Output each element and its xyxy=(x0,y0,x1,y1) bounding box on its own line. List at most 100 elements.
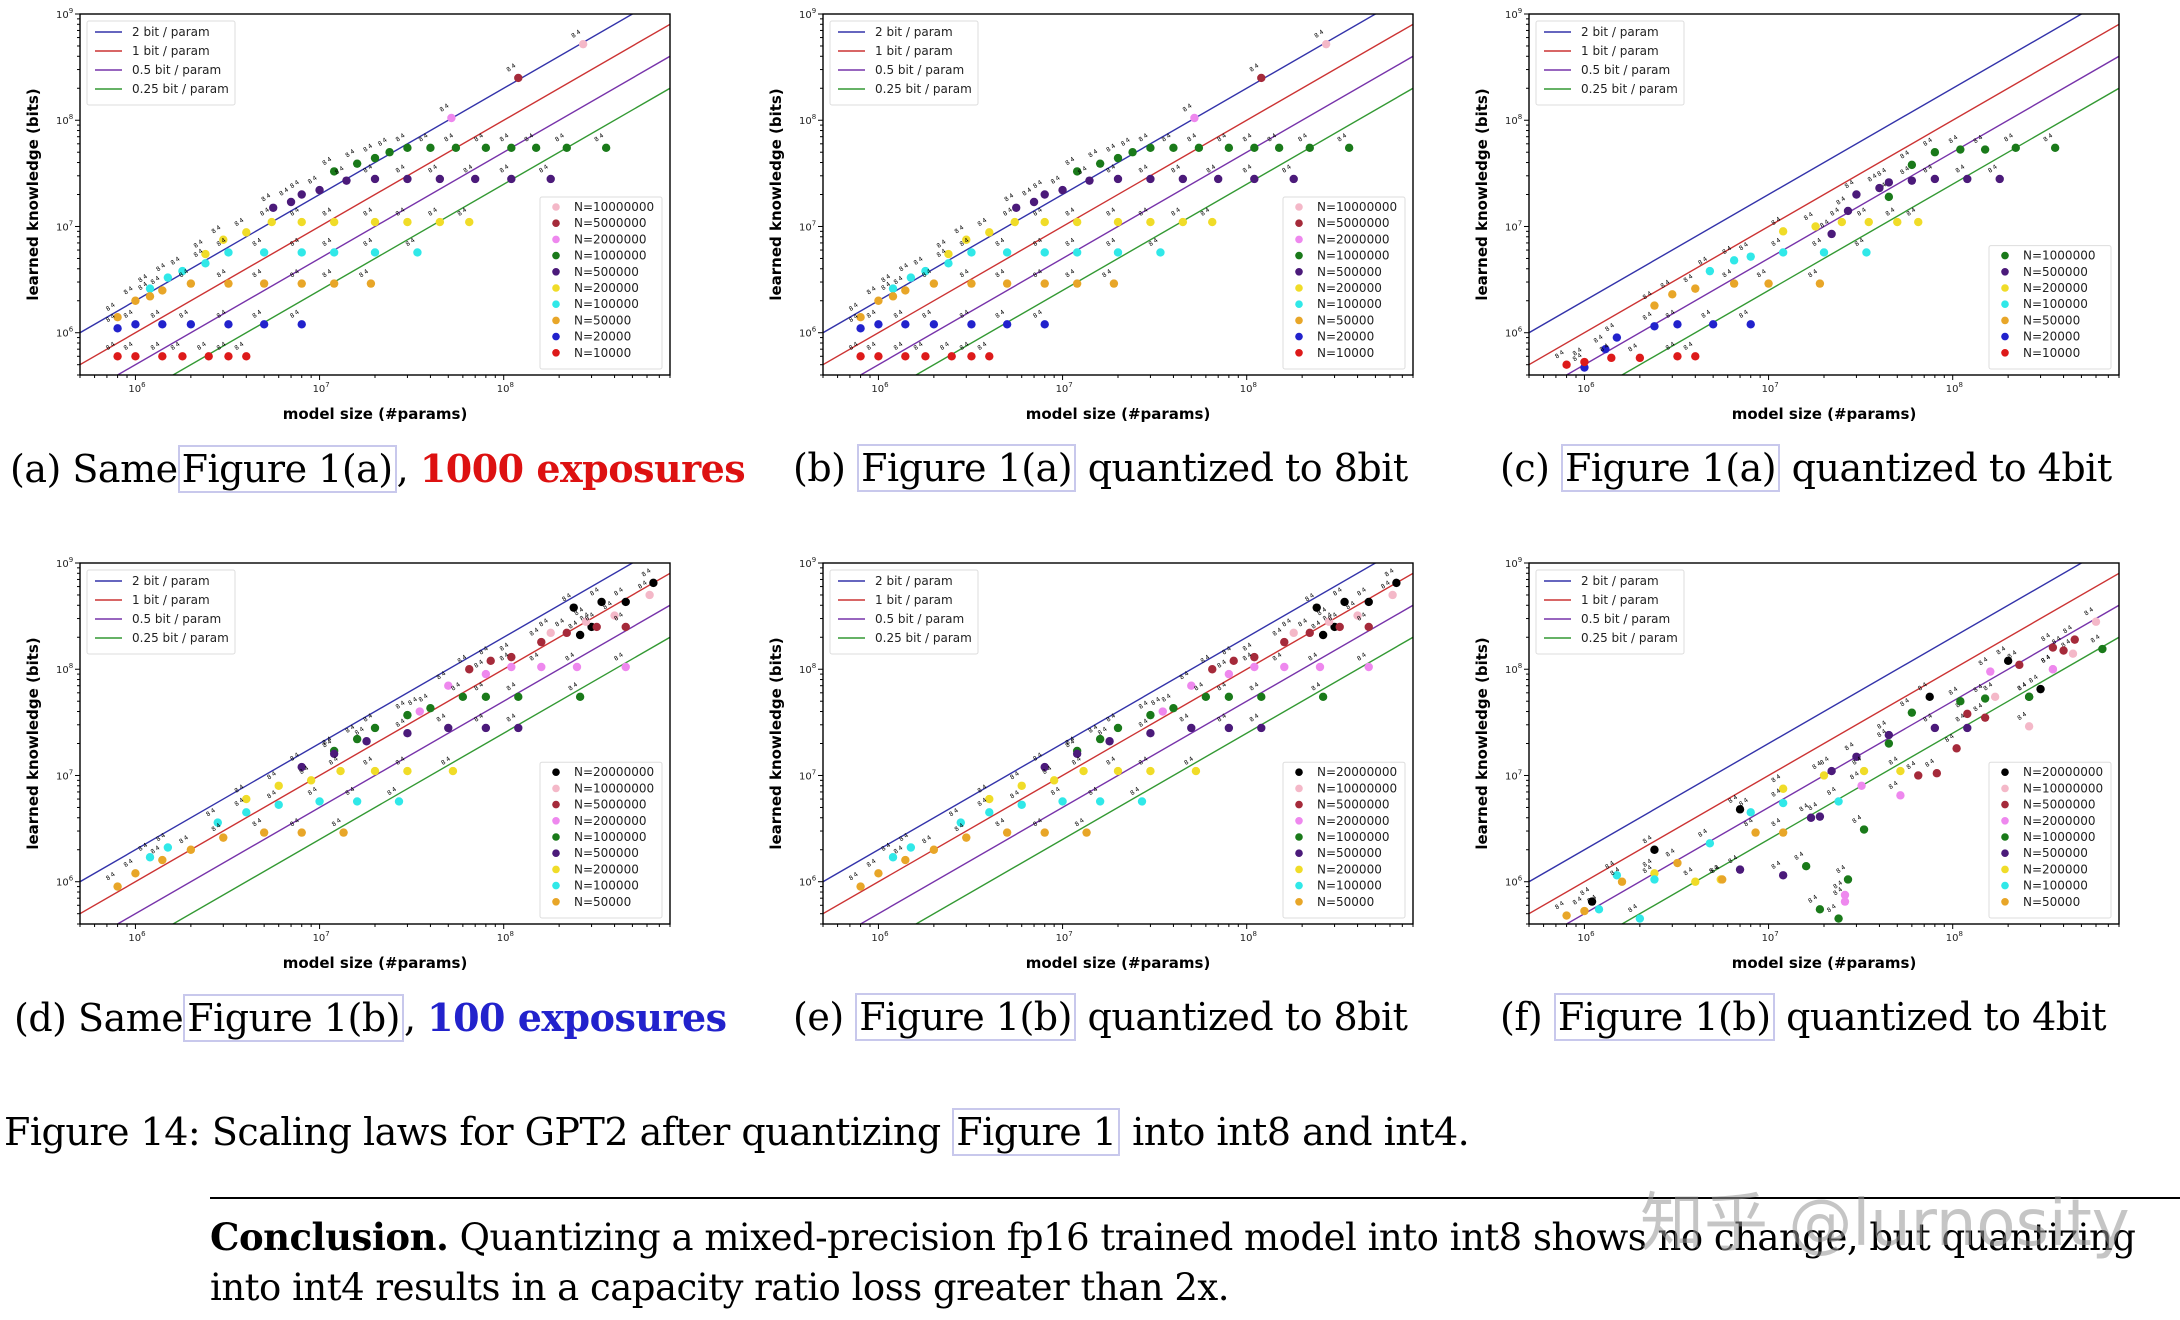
data-point xyxy=(1321,39,1331,49)
series-legend: N=20000000 N=10000000 N=5000000 N=2000000 N=… xyxy=(1282,761,1406,919)
data-point xyxy=(403,174,412,184)
svg-text:8 4: 8 4 xyxy=(2040,654,2052,665)
svg-text:8 4: 8 4 xyxy=(1856,206,1868,217)
svg-text:8 4: 8 4 xyxy=(1150,696,1162,707)
svg-text:8 4: 8 4 xyxy=(1087,723,1099,734)
svg-text:8 4: 8 4 xyxy=(1888,780,1900,791)
data-point xyxy=(131,296,140,305)
data-point xyxy=(1819,248,1829,257)
svg-text:N=500000: N=500000 xyxy=(1317,846,1382,860)
svg-text:8 4: 8 4 xyxy=(953,822,965,833)
svg-text:8 4: 8 4 xyxy=(105,871,117,882)
figure-ref-link[interactable]: Figure 1 xyxy=(952,1108,1121,1156)
svg-text:8 4: 8 4 xyxy=(1322,611,1334,622)
svg-text:8 4: 8 4 xyxy=(1609,866,1621,877)
svg-text:N=100000: N=100000 xyxy=(1317,879,1382,893)
svg-text:8 4: 8 4 xyxy=(1642,864,1654,875)
data-point xyxy=(1095,734,1105,744)
svg-text:N=200000: N=200000 xyxy=(1317,281,1382,295)
svg-text:8 4: 8 4 xyxy=(1844,179,1856,190)
data-point xyxy=(874,296,883,305)
y-tick-label: 109 xyxy=(56,7,73,21)
svg-text:N=1000000: N=1000000 xyxy=(574,249,646,263)
figure-ref-link[interactable]: Figure 1(a) xyxy=(177,445,397,493)
svg-text:8 4: 8 4 xyxy=(880,842,892,853)
svg-text:8 4: 8 4 xyxy=(848,341,860,352)
svg-text:8 4: 8 4 xyxy=(443,132,455,143)
data-point xyxy=(888,853,898,862)
data-point xyxy=(621,622,630,632)
data-point xyxy=(224,352,233,361)
data-point xyxy=(507,662,516,672)
data-point xyxy=(1963,723,1972,733)
svg-text:8 4: 8 4 xyxy=(395,755,407,766)
figure-ref-link[interactable]: Figure 1(b) xyxy=(855,993,1076,1041)
svg-text:8 4: 8 4 xyxy=(321,268,333,279)
y-tick-label: 106 xyxy=(56,875,74,889)
data-point xyxy=(470,174,480,184)
data-point xyxy=(1169,703,1178,713)
svg-text:8 4: 8 4 xyxy=(1216,132,1228,143)
exposures-highlight: 100 exposures xyxy=(427,995,727,1040)
svg-text:8 4: 8 4 xyxy=(1336,132,1348,143)
data-point xyxy=(1896,791,1905,800)
svg-text:8 4: 8 4 xyxy=(123,341,135,352)
data-point xyxy=(224,248,233,257)
svg-text:8 4: 8 4 xyxy=(386,786,398,797)
x-tick-label: 108 xyxy=(1240,381,1257,395)
x-tick-label: 106 xyxy=(871,930,889,944)
data-point xyxy=(163,273,173,282)
data-point xyxy=(297,320,306,329)
reference-line xyxy=(116,55,670,375)
scatter-plot: 8 48 48 48 48 48 48 48 48 48 48 48 48 48… xyxy=(1473,7,2120,423)
figure-ref-link[interactable]: Figure 1(b) xyxy=(183,994,404,1042)
svg-text:8 4: 8 4 xyxy=(2090,633,2102,644)
data-point xyxy=(1673,320,1682,329)
data-point xyxy=(1353,611,1362,620)
svg-text:8 4: 8 4 xyxy=(344,786,356,797)
svg-text:8 4: 8 4 xyxy=(233,783,245,794)
svg-text:8 4: 8 4 xyxy=(266,789,278,800)
svg-text:8 4: 8 4 xyxy=(1803,211,1815,222)
data-point xyxy=(1852,752,1861,761)
data-point xyxy=(1012,203,1021,212)
data-point xyxy=(947,352,956,361)
data-point xyxy=(186,279,196,288)
svg-text:8 4: 8 4 xyxy=(913,341,925,352)
data-point xyxy=(403,710,412,720)
data-point xyxy=(1840,890,1850,900)
svg-text:0.5 bit / param: 0.5 bit / param xyxy=(132,612,221,626)
svg-text:8 4: 8 4 xyxy=(1832,886,1844,897)
y-tick-label: 107 xyxy=(799,219,816,233)
svg-text:8 4: 8 4 xyxy=(1987,163,1999,174)
x-axis-label: model size (#params) xyxy=(1026,954,1211,972)
data-point xyxy=(1113,248,1123,257)
svg-text:N=20000: N=20000 xyxy=(2023,330,2080,344)
svg-text:8 4: 8 4 xyxy=(170,341,182,352)
data-point xyxy=(1650,875,1659,884)
data-point xyxy=(581,617,591,626)
figure-ref-link[interactable]: Figure 1(a) xyxy=(1561,444,1781,492)
data-point xyxy=(1224,692,1234,702)
data-point xyxy=(1893,217,1902,227)
figure-ref-link[interactable]: Figure 1(a) xyxy=(857,444,1077,492)
svg-text:N=100000: N=100000 xyxy=(2023,297,2088,311)
data-point xyxy=(1095,797,1105,806)
svg-text:8 4: 8 4 xyxy=(976,217,988,228)
data-point xyxy=(413,248,422,257)
subcaption-suffix: quantized to 8bit xyxy=(1087,446,1408,490)
svg-text:8 4: 8 4 xyxy=(505,712,517,723)
svg-text:8 4: 8 4 xyxy=(1832,879,1844,890)
data-point xyxy=(1224,669,1234,679)
exposures-highlight: 1000 exposures xyxy=(419,446,746,491)
figure-ref-link[interactable]: Figure 1(b) xyxy=(1553,993,1775,1041)
data-point xyxy=(514,73,523,83)
svg-text:8 4: 8 4 xyxy=(1770,787,1782,798)
svg-text:8 4: 8 4 xyxy=(994,817,1006,828)
data-point xyxy=(213,818,222,827)
svg-text:2 bit / param: 2 bit / param xyxy=(875,25,953,39)
svg-text:8 4: 8 4 xyxy=(137,842,149,853)
data-point xyxy=(1864,217,1873,227)
svg-text:8 4: 8 4 xyxy=(959,341,971,352)
data-point xyxy=(1834,914,1843,923)
